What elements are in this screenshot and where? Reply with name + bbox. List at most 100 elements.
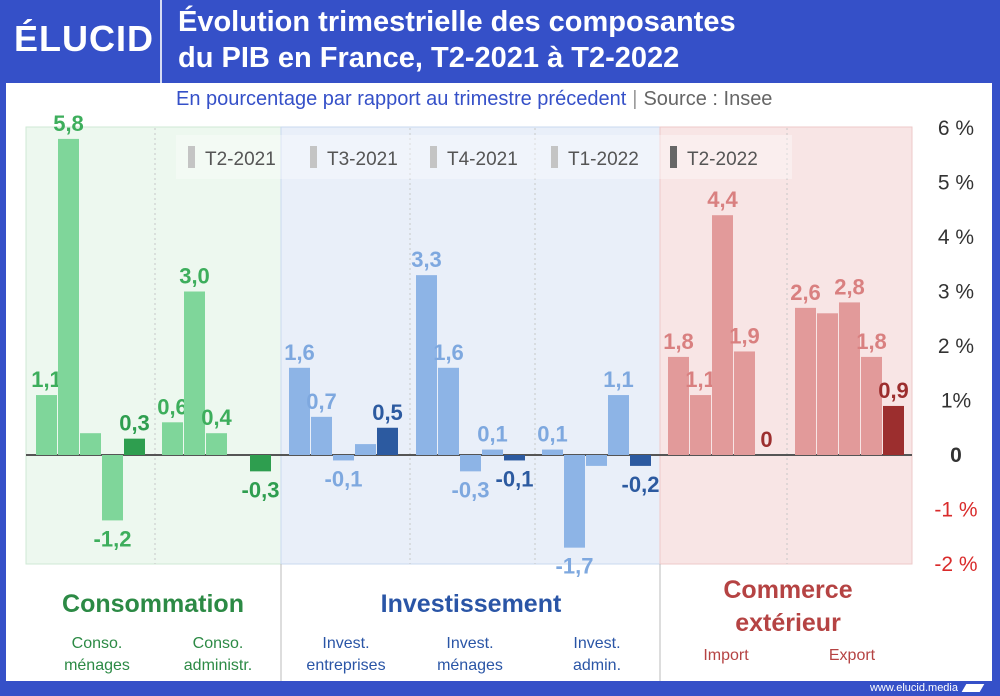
y-tick-label: 1%	[941, 390, 971, 413]
subcategory-label: Conso.	[193, 635, 244, 652]
data-label: 0,4	[201, 405, 232, 430]
subcategory-label: administr.	[184, 657, 252, 674]
y-tick-label: 0	[950, 444, 962, 467]
data-label: 1,6	[433, 340, 464, 365]
bar	[124, 438, 145, 455]
subtitle-text: En pourcentage par rapport au trimestre …	[176, 88, 627, 110]
bar	[504, 455, 525, 461]
data-label: 0,6	[157, 394, 188, 419]
data-label: 0,1	[477, 422, 508, 447]
data-label: 0	[760, 427, 772, 452]
y-tick-label: 3 %	[938, 281, 974, 304]
bar	[795, 307, 816, 455]
bar	[734, 351, 755, 455]
y-tick-label: 6 %	[938, 117, 974, 140]
legend-swatch	[188, 146, 195, 168]
chart-title: Évolution trimestrielle des composantes …	[178, 4, 978, 76]
y-tick-label: 2 %	[938, 335, 974, 358]
section-background-ext	[659, 126, 913, 565]
y-tick-label: -1 %	[934, 499, 977, 522]
data-label: 3,3	[411, 247, 442, 272]
group-heading: Consommation	[62, 590, 244, 618]
data-label: 0,9	[878, 378, 909, 403]
data-label: 1,8	[663, 329, 694, 354]
subcategory-label: Import	[703, 647, 749, 664]
data-label: 1,1	[31, 367, 62, 392]
legend-swatch	[310, 146, 317, 168]
logo-divider	[160, 0, 162, 83]
bar	[712, 215, 733, 455]
data-label: 5,8	[53, 111, 84, 136]
bar	[289, 367, 310, 455]
subtitle: En pourcentage par rapport au trimestre …	[176, 88, 772, 111]
bar	[542, 449, 563, 455]
subcategory-label: ménages	[437, 657, 503, 674]
data-label: 1,8	[856, 329, 887, 354]
data-label: 4,4	[707, 187, 738, 212]
y-tick-label: -2 %	[934, 553, 977, 576]
data-label: 0,5	[372, 400, 403, 425]
data-label: -0,1	[496, 466, 534, 491]
bar	[58, 138, 79, 455]
data-label: 0,3	[119, 411, 150, 436]
bar	[355, 444, 376, 455]
bar	[162, 422, 183, 455]
data-label: 3,0	[179, 264, 210, 289]
subcategory-label: admin.	[573, 657, 621, 674]
subcategory-label: Export	[829, 647, 876, 664]
data-label: 2,8	[834, 274, 865, 299]
y-tick-label: 4 %	[938, 226, 974, 249]
bar	[861, 356, 882, 455]
bar	[416, 275, 437, 455]
bar	[377, 427, 398, 455]
source-text: Source : Insee	[643, 88, 773, 110]
data-label: 0,1	[537, 422, 568, 447]
bar	[206, 433, 227, 455]
data-label: 0,7	[306, 389, 337, 414]
subcategory-label: Invest.	[446, 635, 493, 652]
title-line-1: Évolution trimestrielle des composantes	[178, 6, 736, 38]
bar	[333, 455, 354, 461]
bar	[80, 433, 101, 455]
subcategory-label: Invest.	[322, 635, 369, 652]
bar	[817, 313, 838, 455]
data-label: 1,1	[685, 367, 716, 392]
section-background-inv	[280, 126, 661, 565]
legend-label: T3-2021	[327, 149, 398, 170]
data-label: 1,1	[603, 367, 634, 392]
data-label: 1,9	[729, 323, 760, 348]
subcategory-label: Conso.	[72, 635, 123, 652]
legend-label: T4-2021	[447, 149, 518, 170]
data-label: -1,7	[556, 554, 594, 579]
y-tick-label: 5 %	[938, 172, 974, 195]
header: ÉLUCID Évolution trimestrielle des compo…	[0, 0, 1000, 83]
bar	[630, 455, 651, 466]
bar	[311, 416, 332, 455]
group-heading: extérieur	[735, 609, 841, 637]
subcategory-label: Invest.	[573, 635, 620, 652]
bar	[668, 356, 689, 455]
data-label: 1,6	[284, 340, 315, 365]
bar	[839, 302, 860, 455]
legend-label: T1-2022	[568, 149, 639, 170]
legend-background	[176, 135, 792, 179]
title-line-2: du PIB en France, T2-2021 à T2-2022	[178, 42, 680, 74]
legend-swatch	[430, 146, 437, 168]
data-label: -0,1	[325, 466, 363, 491]
legend-swatch	[670, 146, 677, 168]
bar	[102, 455, 123, 521]
group-heading: Commerce	[723, 576, 852, 604]
bar	[438, 367, 459, 455]
data-label: 2,6	[790, 280, 821, 305]
data-label: -1,2	[94, 526, 132, 551]
legend-label: T2-2021	[205, 149, 276, 170]
group-heading: Investissement	[381, 590, 562, 618]
subcategory-label: ménages	[64, 657, 130, 674]
legend-swatch	[551, 146, 558, 168]
bar	[564, 455, 585, 548]
bar	[482, 449, 503, 455]
brand-logo: ÉLUCID	[14, 18, 154, 59]
subcategory-label: entreprises	[306, 657, 385, 674]
bar	[184, 291, 205, 455]
